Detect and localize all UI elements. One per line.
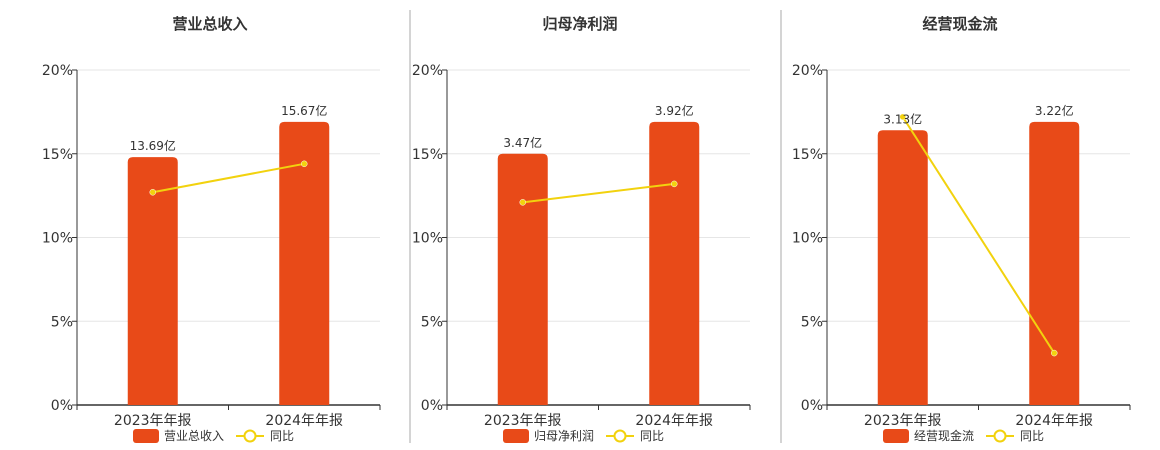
yoy-point[interactable] bbox=[149, 189, 156, 196]
x-tick-label: 2023年年报 bbox=[864, 413, 942, 429]
bar-data-label: 3.13亿 bbox=[883, 111, 922, 126]
yoy-point[interactable] bbox=[1051, 349, 1058, 357]
bar[interactable] bbox=[1029, 121, 1080, 406]
x-tick-label: 2024年年报 bbox=[265, 413, 343, 429]
chart-panel-2: 归母净利润 0% 5% 10% 15% 20% 2023年年报 2024年年报 3.47亿 3.9… bbox=[412, 15, 751, 443]
bar-data-label: 13.69亿 bbox=[130, 138, 176, 153]
yoy-point[interactable] bbox=[301, 160, 308, 168]
x-tick-label: 2024年年报 bbox=[635, 413, 713, 429]
y-tick-label: 5% bbox=[801, 314, 823, 330]
chart-title: 归母净利润 bbox=[542, 15, 617, 33]
bar-data-label: 3.47亿 bbox=[503, 135, 542, 150]
legend-label-bar[interactable]: 营业总收入 bbox=[164, 429, 224, 443]
y-tick-label: 10% bbox=[792, 231, 823, 247]
legend-bar-swatch[interactable] bbox=[883, 429, 909, 443]
bar[interactable] bbox=[127, 157, 178, 405]
bar[interactable] bbox=[279, 121, 330, 406]
y-tick-label: 20% bbox=[42, 63, 73, 79]
x-tick-label: 2024年年报 bbox=[1015, 413, 1093, 429]
bar-data-label: 3.92亿 bbox=[655, 103, 694, 118]
y-tick-label: 5% bbox=[421, 314, 443, 330]
legend-line-marker bbox=[243, 429, 257, 443]
legend-line-marker bbox=[613, 429, 627, 443]
legend: 归母净利润 同比 bbox=[503, 429, 664, 443]
y-tick-label: 0% bbox=[421, 398, 443, 414]
y-tick-label: 10% bbox=[42, 231, 73, 247]
x-tick-label: 2023年年报 bbox=[114, 413, 192, 429]
bar[interactable] bbox=[649, 121, 700, 406]
legend-label-line[interactable]: 同比 bbox=[640, 429, 664, 443]
yoy-line bbox=[152, 162, 305, 194]
chart-panel-3: 经营现金流 0% 5% 10% 15% 20% 2023年年报 2024年年报 3.13亿 3.2… bbox=[792, 15, 1131, 443]
y-tick-label: 20% bbox=[412, 63, 443, 79]
legend-label-line[interactable]: 同比 bbox=[270, 429, 294, 443]
y-tick-label: 15% bbox=[42, 147, 73, 163]
chart-title: 经营现金流 bbox=[922, 15, 997, 33]
bar[interactable] bbox=[497, 153, 548, 405]
y-tick-label: 10% bbox=[412, 231, 443, 247]
y-tick-label: 0% bbox=[51, 398, 73, 414]
yoy-point[interactable] bbox=[671, 180, 678, 188]
bar-data-label: 3.22亿 bbox=[1035, 103, 1074, 118]
bar[interactable] bbox=[877, 130, 928, 406]
chart-panel-1: 营业总收入 0% 5% 10% 15% 20% 2023年年报 2024年年报 13.69亿 15… bbox=[42, 15, 381, 443]
x-tick-label: 2023年年报 bbox=[484, 413, 562, 429]
y-tick-label: 5% bbox=[51, 314, 73, 330]
yoy-point[interactable] bbox=[899, 113, 906, 121]
y-tick-label: 15% bbox=[792, 147, 823, 163]
y-tick-label: 15% bbox=[412, 147, 443, 163]
bar-data-label: 15.67亿 bbox=[281, 103, 327, 118]
chart-title: 营业总收入 bbox=[172, 15, 247, 33]
legend: 营业总收入 同比 bbox=[133, 429, 294, 443]
y-tick-label: 0% bbox=[801, 398, 823, 414]
yoy-line bbox=[901, 116, 1056, 354]
legend-bar-swatch[interactable] bbox=[503, 429, 529, 443]
legend-label-bar[interactable]: 经营现金流 bbox=[914, 428, 974, 443]
yoy-point[interactable] bbox=[519, 199, 526, 206]
legend-label-bar[interactable]: 归母净利润 bbox=[534, 429, 594, 443]
legend-bar-swatch[interactable] bbox=[133, 429, 159, 443]
legend: 经营现金流 同比 bbox=[883, 428, 1044, 443]
legend-line-marker bbox=[993, 429, 1007, 443]
legend-label-line[interactable]: 同比 bbox=[1020, 429, 1044, 443]
y-tick-label: 20% bbox=[792, 63, 823, 79]
yoy-line bbox=[522, 182, 675, 204]
